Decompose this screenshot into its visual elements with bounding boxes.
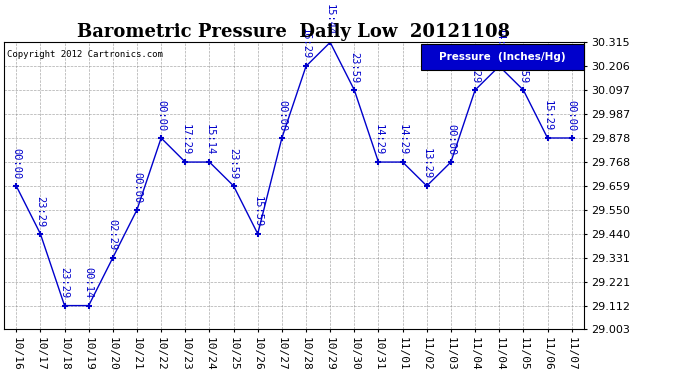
Text: 00:00: 00:00: [132, 171, 142, 203]
Text: 00:00: 00:00: [566, 100, 577, 131]
FancyBboxPatch shape: [422, 44, 584, 70]
Text: 23:29: 23:29: [35, 196, 46, 227]
Text: Copyright 2012 Cartronics.com: Copyright 2012 Cartronics.com: [7, 50, 163, 58]
Text: 15:14: 15:14: [204, 124, 215, 155]
Text: 00:00: 00:00: [277, 100, 287, 131]
Text: 23:59: 23:59: [349, 52, 359, 83]
Text: 00:00: 00:00: [156, 100, 166, 131]
Text: 16:29: 16:29: [301, 28, 311, 59]
Text: 15:59: 15:59: [253, 196, 263, 227]
Text: 15:29: 15:29: [542, 100, 553, 131]
Text: 00:00: 00:00: [11, 148, 21, 179]
Text: 23:29: 23:29: [59, 267, 70, 298]
Text: Pressure  (Inches/Hg): Pressure (Inches/Hg): [440, 52, 566, 62]
Text: 02:29: 02:29: [108, 219, 118, 251]
Text: 14:44: 14:44: [494, 28, 504, 59]
Text: 00:14: 00:14: [83, 267, 94, 298]
Text: 23:59: 23:59: [228, 148, 239, 179]
Text: 04:29: 04:29: [470, 52, 480, 83]
Text: 15:44: 15:44: [325, 4, 335, 35]
Text: 14:29: 14:29: [373, 124, 384, 155]
Text: 00:00: 00:00: [446, 124, 456, 155]
Text: 17:29: 17:29: [180, 124, 190, 155]
Text: 14:29: 14:29: [397, 124, 408, 155]
Title: Barometric Pressure  Daily Low  20121108: Barometric Pressure Daily Low 20121108: [77, 23, 511, 41]
Text: 13:29: 13:29: [422, 148, 432, 179]
Text: 23:59: 23:59: [518, 52, 529, 83]
